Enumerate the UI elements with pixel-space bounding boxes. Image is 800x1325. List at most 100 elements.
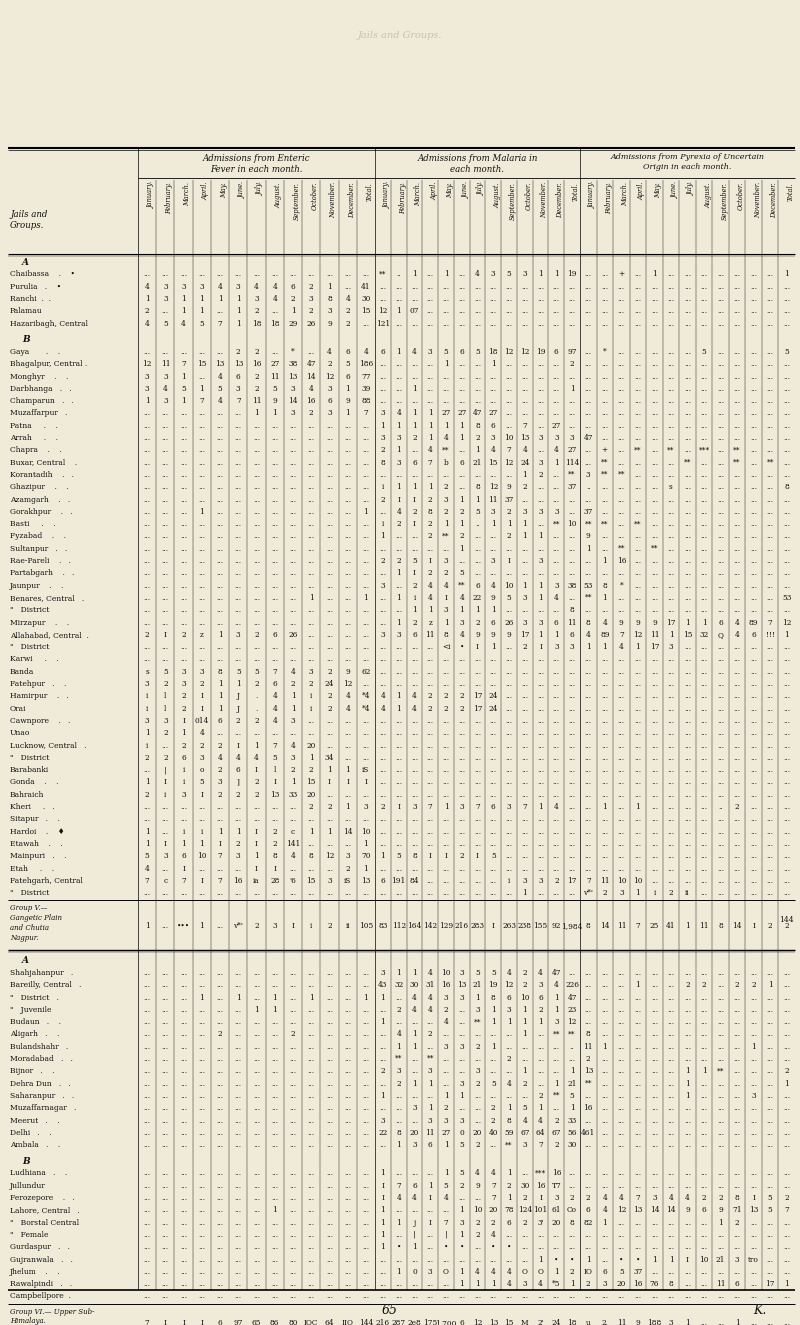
Text: ...: ... <box>143 766 150 774</box>
Text: ...: ... <box>734 307 741 315</box>
Text: I: I <box>429 852 432 860</box>
Text: February.: February. <box>605 182 613 213</box>
Text: ...: ... <box>490 1068 497 1076</box>
Text: 1: 1 <box>685 1068 690 1076</box>
Text: ...: ... <box>766 1292 774 1300</box>
Text: ...: ... <box>253 484 260 492</box>
Text: ...: ... <box>537 656 544 664</box>
Text: 2: 2 <box>346 319 350 327</box>
Text: 1: 1 <box>491 1006 496 1014</box>
Text: ...: ... <box>426 864 434 873</box>
Text: ...: ... <box>290 729 297 737</box>
Text: ...: ... <box>684 570 691 578</box>
Text: **: ** <box>601 458 609 466</box>
Text: ...: ... <box>522 545 528 553</box>
Text: 1: 1 <box>554 994 558 1002</box>
Text: ...: ... <box>506 1068 513 1076</box>
Text: ...: ... <box>602 545 608 553</box>
Text: ...: ... <box>180 556 187 564</box>
Text: ...: ... <box>634 668 642 676</box>
Text: ...: ... <box>180 533 187 541</box>
Text: ...: ... <box>634 779 642 787</box>
Text: 2: 2 <box>785 1194 789 1202</box>
Text: ...: ... <box>362 319 370 327</box>
Text: ...: ... <box>618 680 625 688</box>
Text: ...: ... <box>667 982 674 990</box>
Text: 9: 9 <box>619 619 624 627</box>
Text: 2: 2 <box>475 1043 480 1051</box>
Text: Ludhiana   .    .: Ludhiana . . <box>10 1170 67 1178</box>
Text: ...: ... <box>253 507 260 515</box>
Text: ...: ... <box>234 570 242 578</box>
Text: ...: ... <box>143 594 150 602</box>
Text: 1: 1 <box>412 1080 417 1088</box>
Text: ...: ... <box>537 607 544 615</box>
Text: 2: 2 <box>254 348 259 356</box>
Text: ...: ... <box>750 1031 758 1039</box>
Text: ...: ... <box>766 656 774 664</box>
Text: February.: February. <box>398 182 406 213</box>
Text: ...: ... <box>308 484 314 492</box>
Text: ...: ... <box>553 533 560 541</box>
Text: ...: ... <box>234 1068 242 1076</box>
Text: 5: 5 <box>272 384 277 392</box>
Text: ...: ... <box>326 270 333 278</box>
Text: ...: ... <box>537 307 544 315</box>
Text: IIO: IIO <box>342 1318 354 1325</box>
Text: ...: ... <box>426 398 434 405</box>
Text: ...: ... <box>766 470 774 478</box>
Text: ...: ... <box>180 458 187 466</box>
Text: ...: ... <box>474 815 481 823</box>
Text: ...: ... <box>162 484 169 492</box>
Text: ...: ... <box>618 282 625 290</box>
Text: ...: ... <box>217 533 224 541</box>
Text: 3: 3 <box>538 877 543 885</box>
Text: ...: ... <box>701 840 708 848</box>
Text: 5: 5 <box>506 594 511 602</box>
Text: ...: ... <box>569 864 576 873</box>
Text: ...: ... <box>344 815 351 823</box>
Text: 13: 13 <box>215 360 225 368</box>
Text: ...: ... <box>522 840 528 848</box>
Text: ...: ... <box>162 1092 169 1100</box>
Text: 8: 8 <box>412 852 417 860</box>
Text: 4: 4 <box>491 447 496 454</box>
Text: ...: ... <box>634 421 642 429</box>
Text: ...: ... <box>667 1129 674 1137</box>
Text: 5: 5 <box>182 384 186 392</box>
Text: ...: ... <box>344 282 351 290</box>
Text: ...: ... <box>234 729 242 737</box>
Text: j: j <box>414 1219 415 1227</box>
Text: ...: ... <box>684 693 691 701</box>
Text: 1: 1 <box>145 729 150 737</box>
Text: 3: 3 <box>491 556 495 564</box>
Text: ...: ... <box>701 994 708 1002</box>
Text: ...: ... <box>569 409 576 417</box>
Text: ...: ... <box>490 384 497 392</box>
Text: 12: 12 <box>325 372 334 380</box>
Text: 2: 2 <box>428 693 433 701</box>
Text: 11: 11 <box>617 922 626 930</box>
Text: I: I <box>476 643 479 651</box>
Text: ...: ... <box>717 717 724 725</box>
Text: 15: 15 <box>361 307 370 315</box>
Text: 1: 1 <box>475 607 480 615</box>
Text: ...: ... <box>651 409 658 417</box>
Text: 3: 3 <box>475 1006 480 1014</box>
Text: ...: ... <box>344 1292 351 1300</box>
Text: ...: ... <box>326 521 333 529</box>
Text: ...: ... <box>253 815 260 823</box>
Text: ...: ... <box>198 1206 206 1214</box>
Text: 2: 2 <box>236 840 241 848</box>
Text: ...: ... <box>308 1141 314 1149</box>
Text: ...: ... <box>395 1280 402 1288</box>
Text: ...: ... <box>162 582 169 590</box>
Text: ...: ... <box>143 470 150 478</box>
Text: ...: ... <box>602 398 608 405</box>
Text: ...: ... <box>701 803 708 811</box>
Text: ...: ... <box>143 1092 150 1100</box>
Text: ...: ... <box>783 656 790 664</box>
Text: v*': v*' <box>234 922 243 930</box>
Text: ...: ... <box>585 742 592 750</box>
Text: ...: ... <box>180 594 187 602</box>
